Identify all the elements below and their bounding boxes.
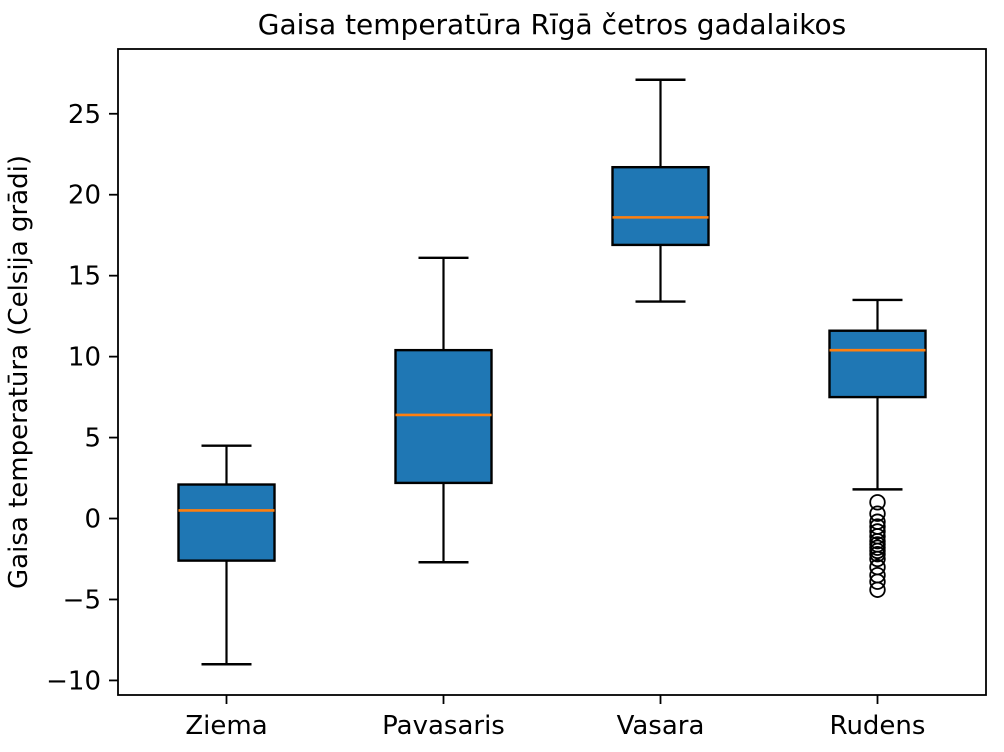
x-axis-tick-label: Pavasaris	[382, 711, 505, 741]
box-vasara	[611, 165, 710, 247]
y-axis-tick-label: 5	[84, 424, 101, 454]
x-axis-tick-label: Rudens	[830, 711, 926, 741]
outlier-rudens	[869, 550, 886, 568]
outlier-rudens	[869, 523, 886, 540]
y-axis-tick-label: −10	[46, 666, 101, 696]
outlier-rudens	[869, 545, 886, 563]
outlier-rudens	[869, 581, 886, 598]
x-axis-tick-label: Vasara	[617, 711, 705, 741]
outlier-rudens	[869, 573, 886, 590]
y-axis-tick-label: 10	[68, 343, 101, 373]
y-axis-tick-label: 0	[84, 505, 101, 535]
outlier-rudens	[869, 505, 886, 522]
chart-title: Gaisa temperatūra Rīgā četros gadalaikos	[257, 8, 847, 41]
box-pavasaris	[394, 348, 493, 485]
y-axis-tick-label: 20	[68, 181, 101, 211]
box-rudens	[828, 329, 927, 399]
y-axis-tick-label: 15	[68, 262, 101, 292]
box-ziema	[177, 483, 276, 562]
outlier-rudens	[869, 494, 886, 511]
y-axis-label-text: Gaisa temperatūra (Celsija grādi)	[4, 155, 34, 589]
x-axis-tick-label: Ziema	[185, 711, 267, 741]
y-axis-tick-label: 25	[68, 100, 101, 130]
y-axis-tick-label: −5	[63, 585, 101, 615]
